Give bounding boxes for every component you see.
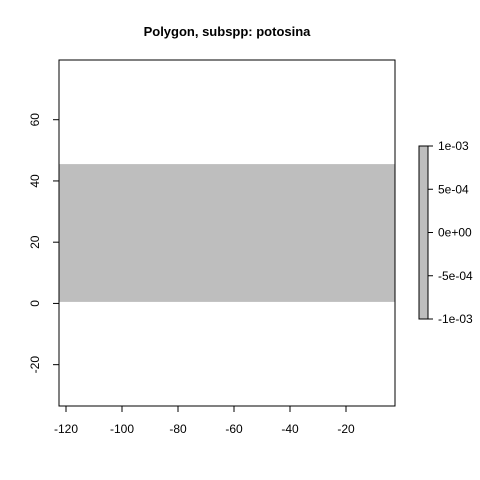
y-tick-label: -20 [28, 356, 42, 374]
x-tick-label: -100 [110, 422, 134, 436]
y-tick-label: 0 [28, 300, 42, 307]
y-axis: -20 0 20 40 60 [28, 113, 60, 374]
x-tick-label: -120 [54, 422, 78, 436]
x-tick-label: -40 [281, 422, 299, 436]
chart-title: Polygon, subspp: potosina [144, 24, 312, 39]
legend-tick-label: 0e+00 [438, 226, 472, 240]
legend-tick-label: -1e-03 [438, 312, 473, 326]
x-tick-label: -60 [225, 422, 243, 436]
colorbar [418, 145, 429, 320]
legend-tick-label: 1e-03 [438, 139, 469, 153]
x-tick-label: -20 [337, 422, 355, 436]
x-axis: -120 -100 -80 -60 -40 -20 [54, 405, 355, 436]
y-tick-label: 40 [28, 174, 42, 188]
raster-cell [59, 164, 395, 302]
legend-colorbar: 1e-03 5e-04 0e+00 -5e-04 -1e-03 [418, 139, 473, 326]
y-tick-label: 60 [28, 113, 42, 127]
y-tick-label: 20 [28, 235, 42, 249]
raster-layer [59, 164, 395, 302]
x-tick-label: -80 [169, 422, 187, 436]
legend-tick-label: 5e-04 [438, 182, 469, 196]
legend-tick-label: -5e-04 [438, 269, 473, 283]
